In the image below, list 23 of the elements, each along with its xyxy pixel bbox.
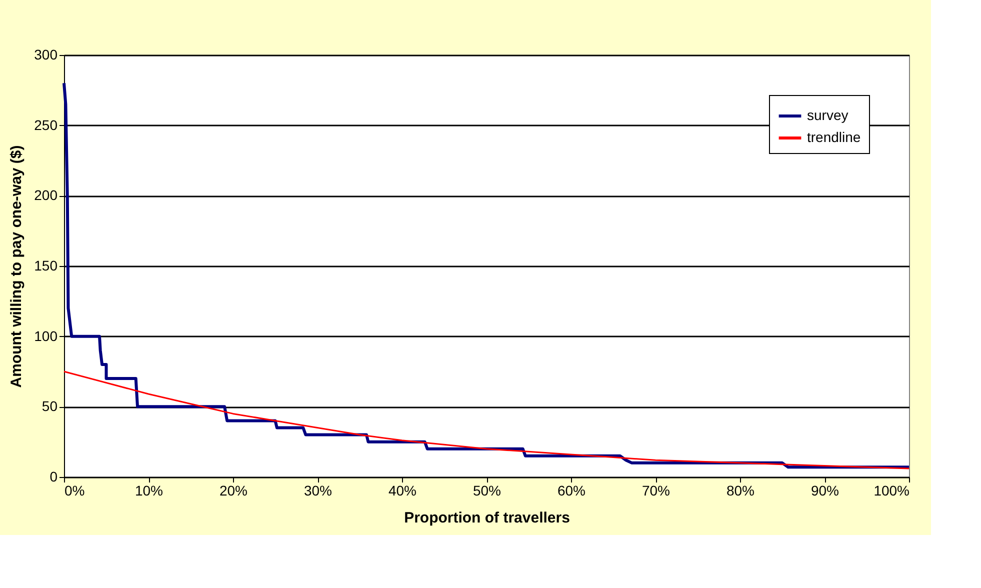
x-tick-label: 60% bbox=[557, 482, 586, 498]
y-tick-label: 150 bbox=[34, 258, 58, 274]
y-axis-title: Amount willing to pay one-way ($) bbox=[8, 145, 26, 388]
x-tick-label: 80% bbox=[726, 482, 755, 498]
x-axis-title: Proportion of travellers bbox=[404, 510, 570, 526]
y-tick-label: 200 bbox=[34, 187, 58, 204]
x-tick-label: 70% bbox=[642, 482, 670, 498]
y-tick-label: 300 bbox=[34, 46, 58, 62]
legend-label: survey bbox=[807, 107, 848, 123]
x-tick-label: 20% bbox=[219, 482, 248, 498]
y-tick-label: 50 bbox=[42, 398, 58, 414]
x-tick-label: 90% bbox=[810, 482, 840, 498]
y-tick-label: 100 bbox=[34, 328, 58, 344]
y-tick-label: 250 bbox=[34, 116, 58, 133]
line-series bbox=[63, 370, 910, 470]
legend-label: trendline bbox=[807, 129, 861, 145]
x-tick-label: 10% bbox=[134, 482, 164, 498]
x-tick-label: 40% bbox=[388, 482, 417, 498]
x-tick-label: 50% bbox=[472, 482, 502, 498]
x-tick-label: 0% bbox=[64, 482, 85, 498]
x-tick-label: 30% bbox=[304, 482, 332, 498]
x-tick-label: 100% bbox=[874, 482, 910, 498]
y-tick-label: 0 bbox=[50, 468, 58, 484]
